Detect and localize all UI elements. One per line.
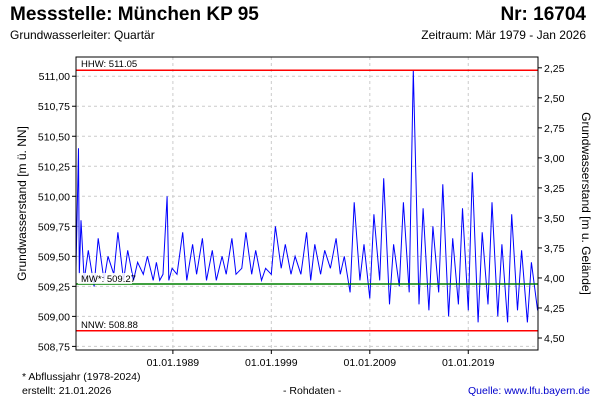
station-title: Messstelle: München KP 95 [10,4,259,25]
plot-frame [75,56,539,351]
y-tick-label: 510,25 [38,161,70,173]
y2-tick-label: 3,75 [544,243,565,255]
y-tick-label: 508,75 [38,341,70,353]
aquifer-label: Grundwasserleiter: Quartär [10,28,155,42]
y-tick-label: 509,50 [38,251,70,263]
x-tick-label: 01.01.1999 [245,357,298,369]
x-tick-label: 01.01.1989 [147,357,200,369]
ref-label-nnw: NNW: 508.88 [81,320,138,331]
station-number: Nr: 16704 [500,4,586,25]
y2-tick-label: 3,00 [544,153,565,165]
x-tick-label: 01.01.2019 [442,357,495,369]
y2-tick-label: 4,25 [544,303,565,315]
source-credit: Quelle: www.lfu.bayern.de [468,385,590,397]
y2-tick-label: 3,50 [544,213,565,225]
groundwater-level-line [75,70,539,323]
y-tick-label: 510,00 [38,191,70,203]
footnote-abflussjahr: * Abflussjahr (1978-2024) [22,371,141,383]
y2-axis-title: Grundwasserstand [m u. Gelände] [579,112,593,295]
period-label: Zeitraum: Mär 1979 - Jan 2026 [421,28,586,42]
rawdata-label: - Rohdaten - [283,385,342,397]
created-date: erstellt: 21.01.2026 [22,385,112,397]
source-label: Quelle: [468,385,505,397]
y2-tick-label: 2,50 [544,93,565,105]
ref-label-mw: MW*: 509.27 [81,274,136,285]
x-tick-label: 01.01.2009 [344,357,397,369]
ref-label-bg-mw [78,272,132,284]
y-tick-label: 510,50 [38,131,70,143]
y-tick-label: 511,00 [39,71,70,83]
y2-tick-label: 4,00 [544,273,565,285]
y2-tick-label: 3,25 [544,183,565,195]
ref-label-hhw: HHW: 511.05 [81,59,137,70]
y-tick-label: 510,75 [38,101,70,113]
y-tick-label: 509,25 [38,281,70,293]
y-tick-label: 509,00 [38,311,70,323]
y2-tick-label: 2,75 [544,123,565,135]
y2-tick-label: 2,25 [544,63,565,75]
y2-tick-label: 4,50 [544,333,565,345]
y-axis-title: Grundwasserstand [m ü. NN] [15,126,29,281]
y-tick-label: 509,75 [38,221,70,233]
source-link[interactable]: www.lfu.bayern.de [504,385,590,397]
